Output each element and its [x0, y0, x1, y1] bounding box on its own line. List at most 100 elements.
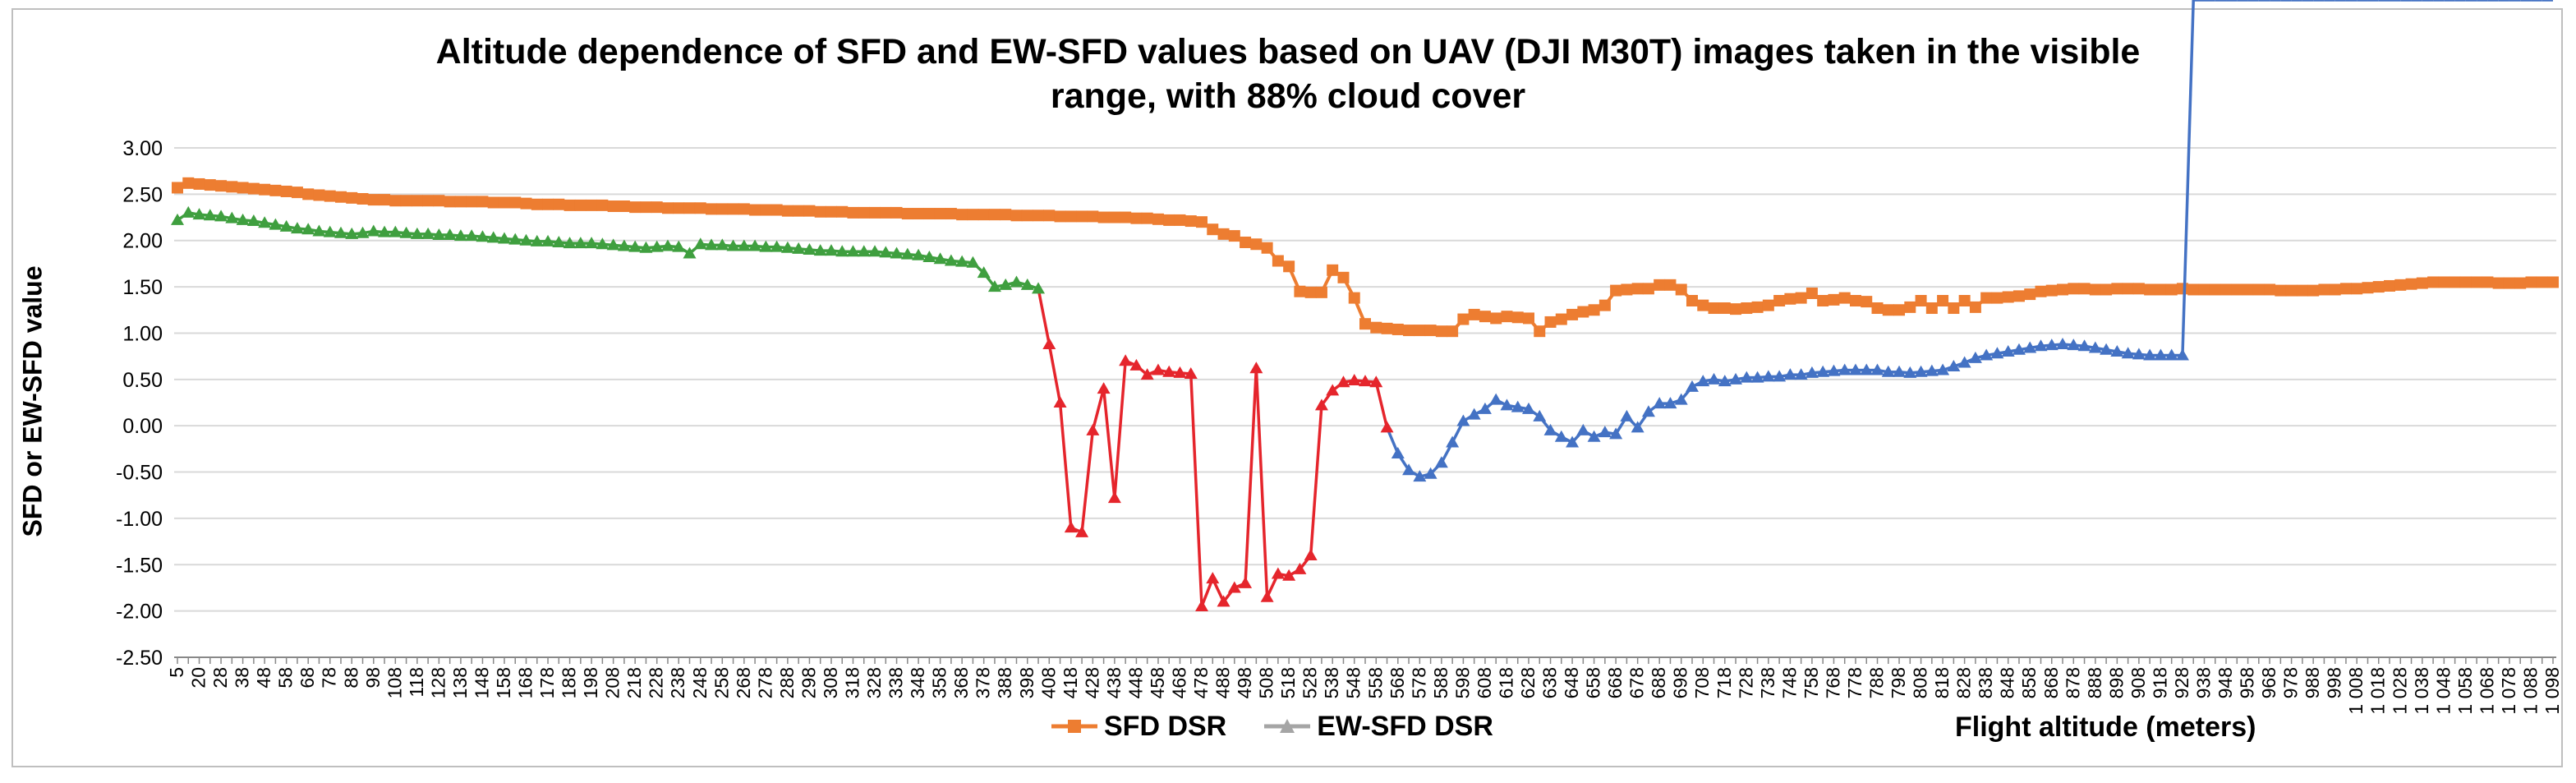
ew-sfd-dsr-point: [1053, 396, 1067, 408]
sfd-dsr-point: [346, 191, 358, 204]
ew-sfd-dsr-point: [824, 244, 838, 256]
y-tick-label: 2.50: [122, 183, 163, 206]
ew-sfd-dsr-point: [1914, 365, 1928, 377]
sfd-dsr-point: [1969, 301, 1981, 313]
ew-sfd-dsr-segment: [1244, 368, 1258, 583]
sfd-dsr-point: [1730, 303, 1742, 316]
sfd-dsr-point: [1621, 283, 1633, 296]
ew-sfd-dsr-point: [628, 240, 642, 252]
sfd-dsr-point: [204, 179, 216, 191]
sfd-dsr-point: [1370, 321, 1382, 334]
ew-sfd-dsr-point: [1761, 370, 1775, 382]
sfd-dsr-point: [2384, 279, 2396, 292]
sfd-dsr-point: [694, 202, 706, 214]
sfd-dsr-point: [1207, 223, 1219, 236]
ew-sfd-dsr-point: [1554, 430, 1568, 442]
series-ew-sfd-dsr: [171, 0, 2553, 611]
ew-sfd-dsr-point: [1195, 600, 1209, 611]
sfd-dsr-point: [1828, 293, 1840, 306]
ew-sfd-dsr-point: [1119, 354, 1133, 366]
sfd-dsr-point: [280, 185, 292, 197]
sfd-dsr-point: [1871, 302, 1884, 315]
ew-sfd-dsr-point: [1304, 549, 1318, 560]
sfd-dsr-point: [1631, 283, 1644, 295]
ew-sfd-dsr-point: [1336, 375, 1350, 388]
x-tick-label: 358: [929, 667, 950, 698]
x-tick-label: 748: [1778, 667, 1800, 698]
ew-sfd-dsr-point: [1947, 360, 1961, 372]
ew-sfd-dsr-point: [2175, 348, 2189, 361]
sfd-dsr-point: [1348, 292, 1360, 304]
x-tick-label: 468: [1168, 667, 1189, 698]
sfd-dsr-point: [1130, 212, 1143, 224]
legend-ewsfd-label: EW-SFD DSR: [1317, 710, 1493, 742]
sfd-dsr-point: [793, 205, 805, 217]
x-tick-label: 318: [841, 667, 862, 698]
sfd-dsr-point: [1958, 295, 1971, 306]
sfd-dsr-point: [716, 203, 729, 215]
ew-sfd-dsr-point: [508, 233, 522, 245]
sfd-dsr-point: [1261, 242, 1273, 254]
ew-sfd-dsr-point: [900, 247, 914, 260]
ew-sfd-dsr-point: [1173, 366, 1187, 378]
ew-sfd-dsr-point: [596, 237, 610, 250]
sfd-dsr-point: [2057, 283, 2069, 296]
sfd-dsr-point: [1588, 304, 1600, 316]
x-tick-label: 808: [1910, 667, 1931, 698]
ew-sfd-dsr-point: [813, 244, 827, 256]
x-tick-label: 938: [2192, 667, 2214, 698]
sfd-dsr-point: [1076, 210, 1088, 223]
sfd-dsr-point: [1598, 299, 1611, 311]
ew-sfd-dsr-point: [1609, 427, 1623, 440]
sfd-dsr-point: [2209, 283, 2221, 296]
ew-sfd-dsr-point: [1391, 447, 1405, 458]
ew-sfd-dsr-point: [1434, 456, 1448, 468]
x-tick-label: 198: [580, 667, 601, 698]
sfd-dsr-point: [1762, 299, 1774, 311]
x-tick-label: 428: [1081, 667, 1102, 698]
x-tick-label: 878: [2062, 667, 2083, 698]
ew-sfd-dsr-point: [246, 214, 260, 227]
ew-sfd-dsr-point: [1881, 365, 1895, 377]
x-tick-label: 788: [1866, 667, 1888, 698]
sfd-dsr-point: [172, 182, 183, 194]
y-tick-label: 1.00: [122, 322, 163, 345]
x-tick-label: 908: [2128, 667, 2149, 698]
ew-sfd-dsr-point: [1217, 595, 1230, 607]
x-tick-label: 218: [623, 667, 645, 698]
x-axis: 5 20 28 38 48 58 68 78 88 98 108 118 128 138 148 158 168…: [166, 656, 2563, 715]
x-tick-label: 488: [1212, 667, 1234, 698]
sfd-dsr-point: [1718, 302, 1731, 315]
y-tick-label: 3.00: [122, 137, 163, 160]
ew-sfd-dsr-point: [573, 237, 587, 249]
sfd-dsr-point: [2307, 284, 2320, 297]
ew-sfd-dsr-point: [1282, 569, 1296, 581]
x-tick-label: 298: [798, 667, 819, 698]
ew-sfd-dsr-point: [486, 231, 500, 243]
x-tick-label: 238: [667, 667, 688, 698]
x-tick-label: 918: [2149, 667, 2170, 698]
sfd-dsr-point: [1359, 318, 1371, 330]
ew-sfd-dsr-point: [1271, 567, 1285, 579]
sfd-dsr-point: [1010, 210, 1023, 222]
ew-sfd-dsr-point: [519, 233, 533, 246]
sfd-dsr-point: [1043, 210, 1056, 222]
x-tick-label: 108: [384, 667, 405, 698]
legend-item-sfd: SFD DSR: [1051, 711, 1226, 743]
chart-title-line-2: range, with 88% cloud cover: [1050, 76, 1526, 116]
ew-sfd-dsr-point: [2100, 343, 2114, 355]
ew-sfd-dsr-point: [1566, 435, 1580, 448]
sfd-dsr-point: [2492, 277, 2505, 289]
x-tick-label: 148: [471, 667, 492, 698]
x-tick-label: 538: [1321, 667, 1342, 698]
x-tick-label: 278: [754, 667, 775, 698]
ew-sfd-dsr-point: [639, 241, 653, 253]
x-tick-label: 1 048: [2432, 667, 2454, 715]
x-tick-label: 138: [449, 667, 471, 698]
sfd-dsr-point: [651, 201, 663, 214]
sfd-dsr-point: [629, 201, 642, 214]
ew-sfd-dsr-point: [497, 232, 511, 244]
x-tick-label: 768: [1822, 667, 1843, 698]
sfd-dsr-point: [890, 206, 903, 219]
